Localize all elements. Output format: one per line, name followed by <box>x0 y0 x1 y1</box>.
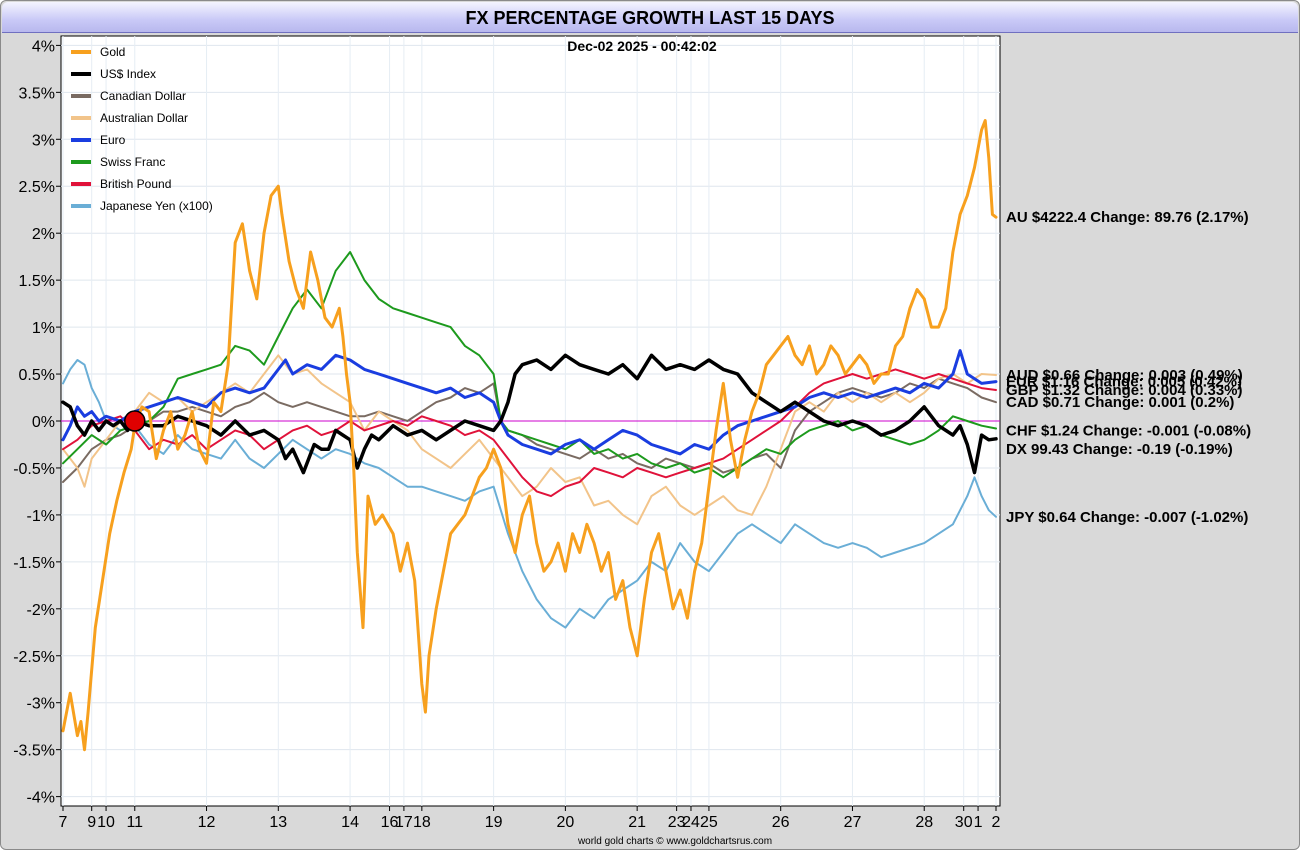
x-tick-label: 28 <box>915 814 933 831</box>
legend-item-label: British Pound <box>100 177 171 191</box>
y-tick-label: -0.5% <box>13 461 55 478</box>
x-tick-label: 17 <box>395 814 413 831</box>
x-tick-label: 10 <box>97 814 115 831</box>
x-tick-label: 16 <box>381 814 399 831</box>
series-line-swiss-franc <box>62 251 997 479</box>
y-tick-label: -1% <box>27 508 55 525</box>
x-tick-label: 11 <box>126 814 143 831</box>
value-label: EUR $1.16 Change: 0.005 (0.42%) <box>1006 374 1242 391</box>
y-tick-label: -4% <box>27 790 55 807</box>
y-tick-label: -2.5% <box>13 649 55 666</box>
x-tick-label: 23 <box>668 814 686 831</box>
series-line-gold <box>61 119 998 752</box>
y-tick-label: 3.5% <box>19 85 55 102</box>
series-line-british-pound <box>62 368 997 498</box>
x-tick-label: 26 <box>772 814 790 831</box>
chart-title: FX PERCENTAGE GROWTH LAST 15 DAYS <box>465 8 835 28</box>
x-tick-label: 20 <box>556 814 574 831</box>
series-line-australian-dollar <box>62 354 997 526</box>
y-tick-label: 3% <box>32 132 55 149</box>
y-tick-label: 2.5% <box>19 179 55 196</box>
x-tick-label: 25 <box>700 814 718 831</box>
y-tick-label: 2% <box>32 226 55 243</box>
value-label: JPY $0.64 Change: -0.007 (-1.02%) <box>1006 509 1248 526</box>
value-label: DX 99.43 Change: -0.19 (-0.19%) <box>1006 441 1233 458</box>
x-tick-label: 19 <box>485 814 503 831</box>
y-tick-label: -2% <box>27 602 55 619</box>
grid <box>61 36 1000 806</box>
value-label: AUD $0.66 Change: 0.003 (0.49%) <box>1006 367 1243 384</box>
legend-item-label: Gold <box>100 45 125 59</box>
timestamp-label: Dec-02 2025 - 00:42:02 <box>567 38 717 54</box>
x-tick-label: 9 <box>87 814 96 831</box>
x-tick-label: 24 <box>682 814 700 831</box>
series-line-japanese-yen-x100 <box>62 359 997 629</box>
legend-item-label: Swiss Franc <box>100 155 165 169</box>
y-axis: 4% 3.5% 3% 2.5% 2% 1.5% 1% 0.5% 0% -0.5% -1% -1.5% -… <box>13 38 61 807</box>
y-tick-label: 0% <box>32 414 55 431</box>
x-tick-label: 12 <box>198 814 216 831</box>
legend-item-label: Euro <box>100 133 126 147</box>
y-tick-label: 0.5% <box>19 367 55 384</box>
series-lines <box>61 119 998 752</box>
value-label: AU $4222.4 Change: 89.76 (2.17%) <box>1006 209 1249 226</box>
markers <box>124 410 146 432</box>
legend-item-label: Australian Dollar <box>100 111 188 125</box>
x-tick-label: 2 <box>992 814 1001 831</box>
title-bar: FX PERCENTAGE GROWTH LAST 15 DAYS <box>2 2 1298 33</box>
x-tick-label: 27 <box>844 814 862 831</box>
value-label: CHF $1.24 Change: -0.001 (-0.08%) <box>1006 423 1251 440</box>
legend-item-label: Canadian Dollar <box>100 89 186 103</box>
x-tick-label: 21 <box>628 814 646 831</box>
y-tick-label: 4% <box>32 38 55 55</box>
y-tick-label: -3% <box>27 696 55 713</box>
value-label: GBP $1.32 Change: 0.004 (0.33%) <box>1006 382 1243 399</box>
legend: Gold US$ Index Canadian Dollar Australian D… <box>71 45 213 213</box>
value-label: CAD $0.71 Change: 0.001 (0.2%) <box>1006 394 1234 411</box>
price-labels: AU $4222.4 Change: 89.76 (2.17%) AUD $0.6… <box>1006 209 1251 526</box>
y-tick-label: 1% <box>32 320 55 337</box>
y-tick-label: -3.5% <box>13 743 55 760</box>
y-tick-label: -1.5% <box>13 555 55 572</box>
start-marker <box>124 410 146 432</box>
x-tick-label: 18 <box>413 814 431 831</box>
x-tick-label: 13 <box>269 814 287 831</box>
legend-item-label: US$ Index <box>100 67 156 81</box>
y-tick-label: 1.5% <box>19 273 55 290</box>
x-tick-label: 7 <box>59 814 68 831</box>
legend-item-label: Japanese Yen (x100) <box>100 199 213 213</box>
x-tick-label: 1 <box>974 814 983 831</box>
x-tick-label: 14 <box>341 814 359 831</box>
series-line-euro <box>61 349 998 456</box>
footer-credit: world gold charts © www.goldchartsrus.co… <box>577 836 772 847</box>
x-tick-label: 30 <box>955 814 973 831</box>
